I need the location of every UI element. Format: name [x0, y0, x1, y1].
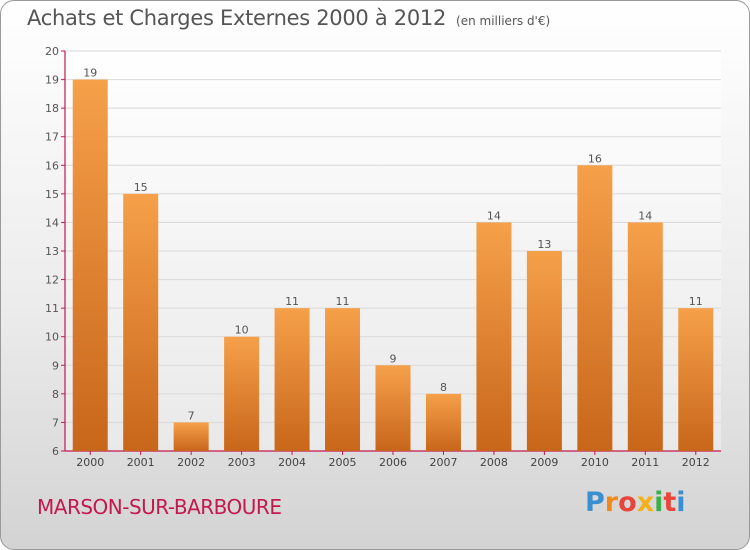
y-tick-label: 9	[52, 359, 59, 372]
bar-value-label: 19	[83, 67, 97, 80]
x-tick-label: 2003	[228, 456, 256, 469]
y-tick-label: 18	[45, 102, 59, 115]
chart-subtitle: (en milliers d'€)	[456, 14, 551, 28]
bar	[425, 393, 461, 451]
x-tick-label: 2010	[581, 456, 609, 469]
bar-value-label: 14	[487, 209, 501, 222]
chart-title: Achats et Charges Externes 2000 à 2012	[27, 6, 447, 30]
logo-letter: t	[663, 487, 677, 518]
bar-value-label: 8	[440, 381, 447, 394]
bar	[375, 365, 411, 451]
y-tick-label: 20	[45, 45, 59, 58]
logo-letter: o	[618, 487, 637, 518]
bar-value-label: 9	[390, 352, 397, 365]
y-tick-label: 16	[45, 159, 59, 172]
chart-title-block: Achats et Charges Externes 2000 à 2012 (e…	[27, 6, 550, 30]
x-tick-label: 2011	[631, 456, 659, 469]
bar	[173, 422, 209, 451]
logo-letter: i	[654, 487, 664, 518]
y-tick-label: 19	[45, 74, 59, 87]
y-tick-label: 7	[52, 416, 59, 429]
bar	[325, 308, 361, 451]
bar	[224, 336, 260, 451]
bar-value-label: 14	[638, 209, 652, 222]
commune-name: MARSON-SUR-BARBOURE	[37, 495, 282, 519]
bar	[526, 251, 562, 451]
bar	[72, 79, 108, 452]
logo-letter: i	[676, 487, 686, 518]
proxiti-logo-letters: Proxiti	[585, 487, 686, 518]
bar-value-label: 10	[235, 324, 249, 337]
bar	[123, 193, 159, 451]
x-tick-label: 2009	[530, 456, 558, 469]
bar	[577, 165, 613, 452]
y-tick-label: 8	[52, 388, 59, 401]
x-tick-label: 2012	[682, 456, 710, 469]
y-tick-label: 6	[52, 445, 59, 458]
y-tick-label: 17	[45, 131, 59, 144]
y-tick-label: 10	[45, 331, 59, 344]
bar	[274, 308, 310, 451]
bar-value-label: 15	[134, 181, 148, 194]
bar-value-label: 11	[336, 295, 350, 308]
bar	[476, 222, 512, 451]
proxiti-logo: Proxiti	[585, 487, 686, 518]
bar	[627, 222, 663, 451]
bar-value-label: 16	[588, 152, 602, 165]
y-tick-label: 11	[45, 302, 59, 315]
y-tick-label: 12	[45, 274, 59, 287]
x-tick-label: 2008	[480, 456, 508, 469]
bar-chart: 6 7 8 9 10 11 12 13 14 15 16 17 18 19 20 19 2000 15 2001 7 2…	[45, 45, 721, 469]
bar-value-label: 7	[188, 409, 195, 422]
bar-value-label: 13	[537, 238, 551, 251]
y-tick-label: 14	[45, 216, 59, 229]
y-tick-label: 13	[45, 245, 59, 258]
logo-letter: x	[636, 487, 655, 518]
x-tick-label: 2005	[329, 456, 357, 469]
x-tick-label: 2000	[76, 456, 104, 469]
y-tick-label: 15	[45, 188, 59, 201]
logo-letter: r	[604, 487, 619, 518]
bar-value-label: 11	[689, 295, 703, 308]
bar-value-label: 11	[285, 295, 299, 308]
x-tick-label: 2001	[127, 456, 155, 469]
x-tick-label: 2007	[429, 456, 457, 469]
x-tick-label: 2004	[278, 456, 306, 469]
bar	[678, 308, 714, 451]
x-tick-label: 2002	[177, 456, 205, 469]
x-tick-label: 2006	[379, 456, 407, 469]
logo-letter: P	[585, 487, 605, 518]
